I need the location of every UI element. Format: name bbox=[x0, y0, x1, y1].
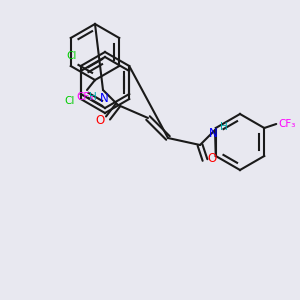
Text: O: O bbox=[96, 113, 105, 127]
Text: O: O bbox=[207, 152, 216, 164]
Text: H: H bbox=[220, 122, 228, 132]
Text: N: N bbox=[100, 92, 109, 105]
Text: H: H bbox=[89, 92, 97, 102]
Text: CF₃: CF₃ bbox=[76, 92, 94, 102]
Text: Cl: Cl bbox=[64, 96, 75, 106]
Text: Cl: Cl bbox=[66, 51, 77, 61]
Text: N: N bbox=[208, 127, 217, 140]
Text: CF₃: CF₃ bbox=[278, 119, 296, 129]
